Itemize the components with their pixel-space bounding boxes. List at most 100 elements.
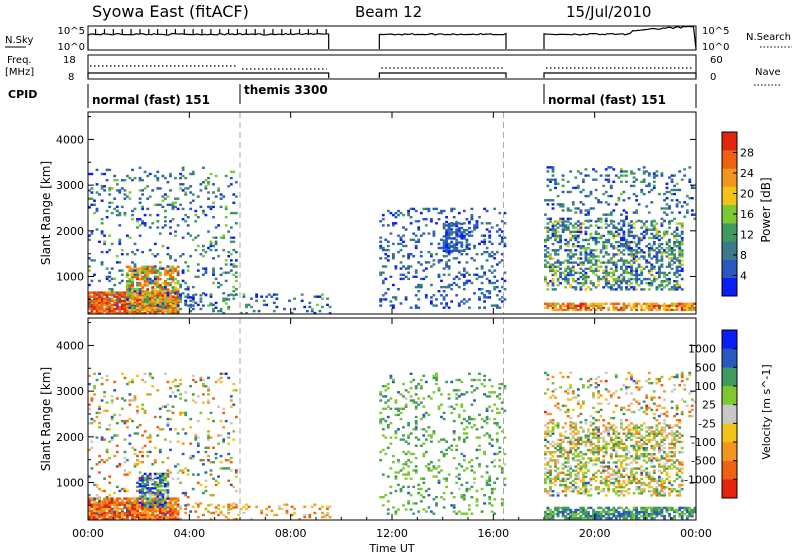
range-cell (189, 207, 193, 211)
range-cell (384, 389, 388, 392)
range-cell (217, 224, 220, 227)
range-cell (635, 506, 638, 510)
range-cell (452, 407, 456, 410)
range-cell (665, 213, 669, 216)
freq-label: Freq. (7, 55, 32, 66)
range-cell (673, 255, 676, 258)
range-cell (202, 209, 205, 213)
range-cell (589, 288, 593, 291)
range-cell (381, 265, 385, 268)
range-cell (452, 277, 456, 281)
range-cell (569, 222, 573, 225)
range-cell (404, 275, 408, 278)
range-cell (630, 226, 633, 229)
range-cell (658, 306, 661, 310)
range-cell (617, 199, 621, 202)
range-cell (589, 259, 593, 262)
range-cell (571, 304, 575, 307)
range-cell (308, 301, 312, 305)
range-cell (113, 413, 117, 417)
range-cell (587, 308, 590, 312)
range-cell (136, 267, 139, 270)
range-cell (379, 391, 383, 394)
range-cell (442, 249, 446, 252)
range-cell (131, 509, 134, 513)
range-cell (143, 311, 147, 315)
range-cell (219, 372, 223, 375)
range-cell (665, 230, 669, 233)
range-cell (465, 512, 469, 515)
range-cell (141, 505, 144, 508)
range-cell (123, 487, 127, 491)
range-cell (100, 311, 104, 315)
range-cell (169, 311, 172, 315)
range-cell (414, 502, 418, 505)
range-cell (637, 277, 641, 281)
range-cell (503, 409, 507, 412)
range-cell (670, 508, 674, 512)
range-cell (136, 273, 139, 276)
range-cell (174, 304, 177, 307)
range-cell (409, 253, 413, 256)
range-cell (161, 226, 165, 229)
range-cell (196, 234, 200, 237)
range-cell (136, 507, 139, 511)
range-cell (564, 238, 568, 242)
range-cell (151, 517, 155, 521)
range-cell (207, 434, 210, 437)
range-cell (579, 190, 583, 194)
range-cell (622, 174, 626, 177)
range-cell (118, 211, 122, 215)
range-cell (108, 311, 112, 315)
range-cell (688, 166, 692, 169)
range-cell (209, 242, 213, 246)
range-cell (156, 284, 160, 287)
range-cell (637, 203, 641, 206)
range-cell (412, 255, 416, 258)
range-cell (640, 515, 644, 518)
range-cell (678, 259, 682, 262)
range-cell (457, 261, 461, 264)
range-cell (136, 271, 139, 275)
range-cell (488, 234, 492, 237)
range-cell (164, 476, 167, 480)
range-cell (554, 302, 557, 305)
range-cell (126, 298, 129, 301)
range-cell (452, 456, 456, 460)
range-cell (670, 257, 674, 260)
range-cell (133, 306, 137, 310)
range-cell (465, 279, 469, 283)
range-cell (455, 512, 459, 515)
range-cell (133, 308, 137, 312)
range-cell (620, 257, 623, 260)
range-cell (138, 501, 142, 504)
range-cell (386, 382, 390, 386)
range-cell (113, 515, 117, 519)
colorbar-swatch (722, 277, 737, 297)
range-cell (171, 311, 175, 315)
range-cell (151, 487, 155, 490)
range-cell (100, 232, 104, 235)
range-cell (141, 271, 144, 274)
range-cell (483, 300, 486, 303)
range-cell (645, 226, 649, 229)
range-cell (156, 493, 160, 496)
range-cell (212, 397, 215, 400)
range-cell (457, 438, 461, 441)
range-cell (635, 282, 638, 285)
range-cell (430, 296, 433, 299)
range-cell (440, 246, 443, 250)
range-cell (668, 226, 671, 229)
range-cell (136, 503, 139, 506)
range-cell (450, 444, 454, 447)
range-cell (123, 309, 127, 313)
range-cell (584, 253, 588, 256)
range-cell (457, 271, 461, 274)
range-cell (607, 308, 611, 312)
range-cell (209, 293, 213, 296)
range-cell (440, 403, 443, 406)
range-cell (614, 265, 618, 268)
range-cell (128, 306, 132, 309)
range-cell (113, 508, 117, 511)
range-cell (652, 249, 656, 252)
